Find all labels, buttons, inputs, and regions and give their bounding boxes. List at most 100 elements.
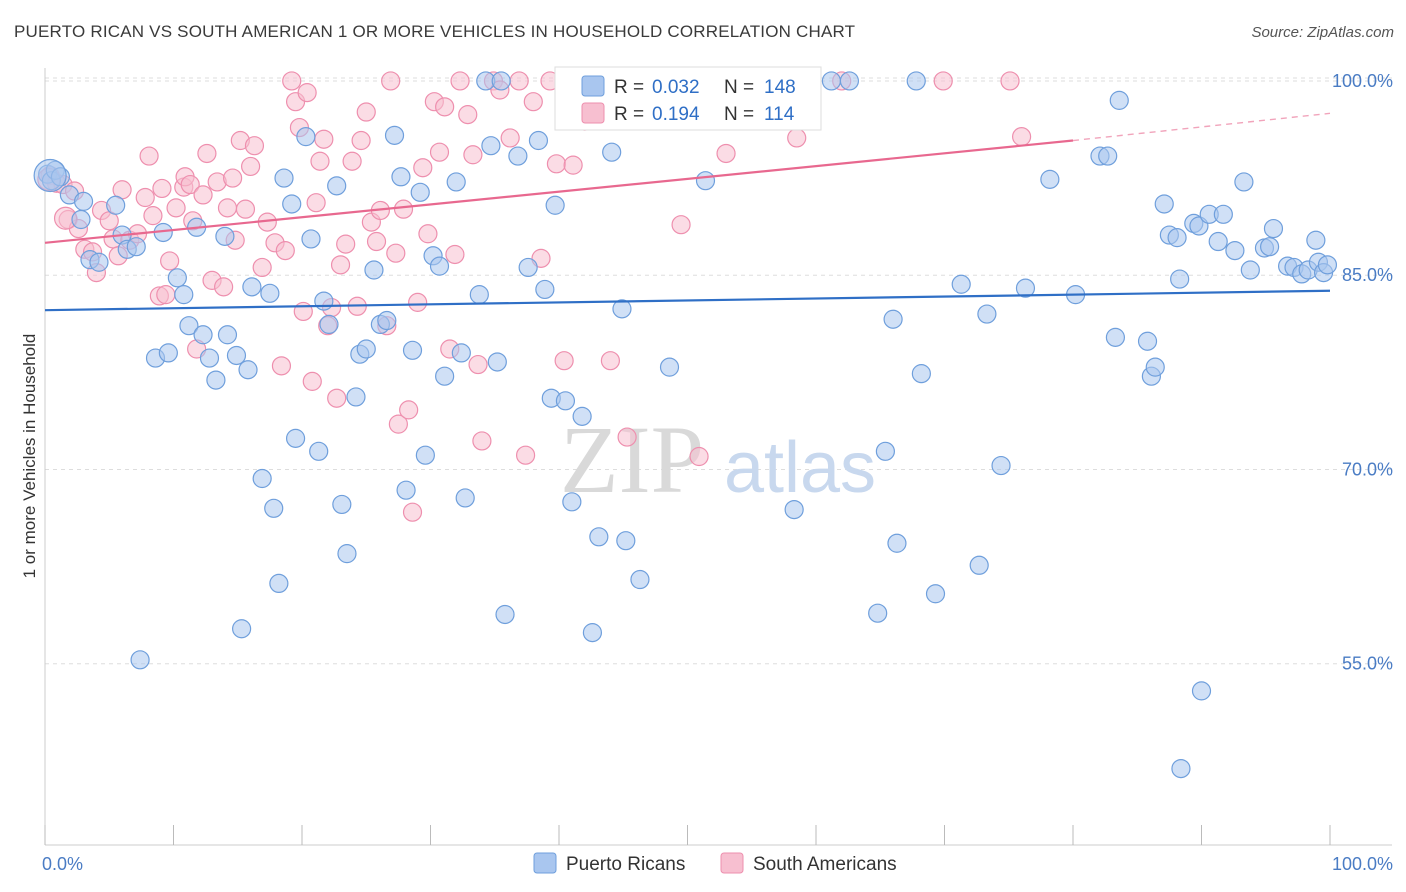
puerto-ricans-point	[1234, 172, 1254, 192]
south-americans-point	[302, 371, 322, 391]
puerto-ricans-point	[296, 127, 316, 147]
puerto-ricans-point	[1015, 278, 1036, 298]
south-americans-point	[214, 277, 234, 297]
puerto-ricans-point	[1213, 204, 1233, 224]
puerto-ricans-point	[1208, 231, 1228, 252]
south-americans-point	[152, 178, 172, 199]
puerto-ricans-point	[1040, 169, 1060, 189]
puerto-ricans-point	[199, 348, 220, 368]
south-americans-point	[617, 427, 637, 447]
south-americans-point	[252, 257, 272, 278]
south-americans-point	[223, 168, 243, 188]
puerto-ricans-point	[174, 285, 194, 305]
puerto-ricans-point	[435, 366, 455, 386]
south-americans-point	[445, 244, 465, 265]
south-americans-points	[37, 71, 1032, 522]
puerto-ricans-point	[126, 237, 146, 257]
south-americans-point	[306, 193, 326, 213]
legend-label-puerto-ricans: Puerto Ricans	[566, 854, 685, 875]
south-americans-point	[297, 83, 317, 103]
legend-label-south-americans: South Americans	[753, 854, 897, 875]
trend-lines	[44, 112, 1331, 312]
puerto-ricans-point	[402, 340, 423, 360]
south-americans-point	[413, 158, 433, 178]
watermark: ZIP atlas	[560, 406, 876, 513]
south-americans-point	[160, 251, 180, 271]
puerto-ricans-point	[659, 357, 680, 377]
puerto-ricans-point	[130, 650, 150, 670]
puerto-ricans-point	[377, 310, 397, 331]
puerto-ricans-point	[887, 533, 907, 553]
puerto-ricans-point	[71, 209, 91, 230]
south-americans-point	[399, 400, 419, 420]
puerto-ricans-point	[193, 325, 213, 345]
puerto-ricans-point	[1109, 90, 1129, 110]
puerto-ricans-point	[1240, 260, 1260, 280]
puerto-ricans-point	[582, 623, 603, 643]
puerto-ricans-point	[906, 71, 926, 91]
puerto-ricans-point	[1145, 357, 1165, 377]
south-americans-point	[554, 351, 574, 371]
puerto-ricans-point	[991, 455, 1011, 476]
legend-r-value: 0.194	[652, 104, 700, 125]
chart-title: PUERTO RICAN VS SOUTH AMERICAN 1 OR MORE…	[14, 22, 856, 41]
puerto-ricans-point	[446, 172, 466, 192]
y-tick-label: 100.0%	[1332, 71, 1393, 91]
puerto-ricans-point	[356, 339, 376, 359]
puerto-ricans-point	[238, 360, 258, 380]
x-tick-labels: 0.0% 100.0%	[42, 854, 1393, 874]
puerto-ricans-point	[337, 544, 357, 564]
puerto-ricans-point	[545, 195, 565, 215]
legend-n-value: 148	[764, 77, 796, 98]
puerto-ricans-point	[555, 391, 576, 411]
puerto-ricans-point	[260, 283, 280, 303]
south-americans-point	[388, 414, 408, 434]
puerto-ricans-point	[951, 274, 971, 294]
south-americans-point	[156, 285, 176, 305]
puerto-ricans-point	[875, 441, 895, 461]
south-americans-point	[217, 198, 238, 218]
puerto-ricans-point	[167, 268, 187, 288]
south-americans-point	[310, 151, 330, 171]
puerto-ricans-point	[346, 387, 366, 407]
puerto-ricans-point	[309, 441, 329, 461]
puerto-ricans-point	[535, 279, 555, 300]
south-americans-point	[244, 136, 265, 156]
south-americans-point	[429, 142, 450, 162]
correlation-legend: R = 0.032 N = 148 R = 0.194 N = 114	[554, 66, 822, 131]
puerto-ricans-point	[883, 309, 903, 329]
south-americans-point	[275, 240, 295, 261]
puerto-ricans-point	[1263, 218, 1284, 239]
puerto-ricans-point	[1170, 269, 1190, 289]
south-americans-point	[1011, 127, 1032, 147]
puerto-ricans-point	[977, 304, 997, 324]
puerto-ricans-point	[572, 406, 592, 426]
puerto-ricans-point	[616, 531, 636, 551]
south-americans-point	[671, 215, 691, 235]
legend-swatch-south-americans	[720, 852, 744, 874]
south-americans-point	[523, 92, 543, 112]
puerto-ricans-point	[89, 252, 109, 272]
south-americans-point	[241, 156, 261, 177]
south-americans-point	[356, 102, 376, 122]
south-americans-point	[342, 151, 362, 171]
south-americans-point	[509, 71, 529, 91]
south-americans-point	[366, 231, 387, 252]
south-americans-point	[408, 292, 428, 312]
south-americans-point	[1000, 71, 1020, 91]
puerto-ricans-point	[106, 195, 126, 215]
puerto-ricans-point	[232, 619, 252, 639]
y-tick-label: 55.0%	[1342, 654, 1393, 674]
south-americans-point	[314, 129, 334, 149]
south-americans-point	[166, 198, 186, 218]
source-credit: Source: ZipAtlas.com	[1251, 24, 1394, 41]
south-americans-point	[336, 234, 356, 254]
south-americans-point	[716, 143, 736, 164]
south-americans-point	[235, 199, 256, 219]
south-americans-point	[546, 154, 567, 174]
south-americans-point	[563, 155, 583, 175]
puerto-ricans-point	[1137, 331, 1158, 351]
puerto-ricans-point	[612, 299, 632, 319]
puerto-ricans-point	[1260, 237, 1280, 257]
